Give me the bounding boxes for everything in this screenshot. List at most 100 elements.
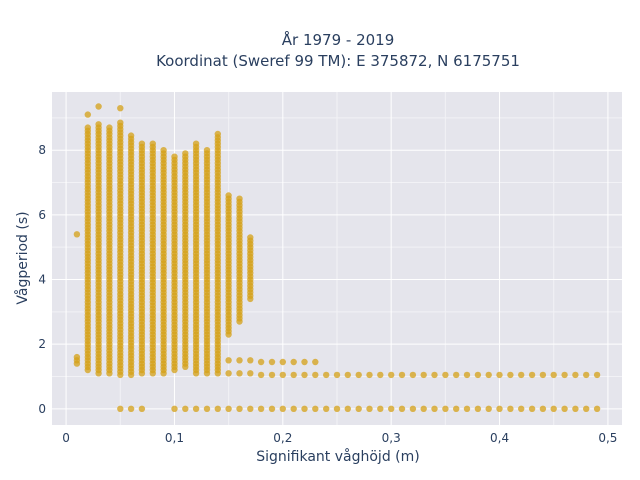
data-point [539,405,547,412]
data-point [117,405,124,412]
data-point [182,405,189,412]
x-axis-title: Signifikant våghöjd (m) [256,448,419,465]
data-point [539,371,547,379]
data-point [225,357,232,364]
data-point [225,370,232,377]
data-point [301,371,308,379]
y-axis-title: Vågperiod (s) [14,211,31,304]
data-point [236,357,243,364]
data-point [453,405,460,412]
y-tick-label: 4 [38,273,46,287]
x-tick-label: 0,3 [382,431,401,445]
data-point [312,405,319,412]
data-point [257,405,265,412]
data-point [268,405,276,412]
x-tick-label: 0,5 [598,431,617,445]
data-point [442,405,449,412]
data-point [528,405,536,412]
data-point [366,371,373,379]
data-point [507,405,514,412]
data-point [583,371,590,379]
data-point [247,234,254,241]
data-point [279,405,286,412]
data-point [149,140,156,147]
data-point [485,405,492,412]
x-tick-label: 0 [62,431,70,445]
y-tick-label: 2 [38,337,46,351]
data-point [572,405,579,412]
data-point [442,371,449,379]
data-point [73,353,81,361]
data-point [95,103,102,110]
data-point [485,371,492,379]
data-point [463,371,471,379]
data-point [192,405,200,412]
data-point [333,405,341,412]
data-point [236,370,243,377]
data-point [496,371,503,379]
data-point [496,405,503,412]
data-point [279,358,286,366]
data-point [474,405,482,412]
data-point [593,371,601,379]
chart-title: År 1979 - 2019 [282,30,395,49]
data-point [593,405,601,412]
chart-subtitle: Koordinat (Sweref 99 TM): E 375872, N 61… [156,52,520,70]
y-tick-label: 6 [38,208,46,222]
x-tick-label: 0,4 [490,431,509,445]
data-point [301,358,308,366]
data-point [84,124,92,131]
data-point [268,371,276,379]
data-point [247,357,254,364]
data-point [247,370,254,377]
data-point [117,105,124,112]
data-point [344,405,351,412]
data-point [127,405,135,412]
data-point [117,119,124,126]
data-point [561,405,568,412]
data-point [203,405,211,412]
data-point [377,371,384,379]
data-point [420,405,427,412]
data-point [192,140,200,147]
data-point [409,371,417,379]
data-point [398,371,406,379]
data-point [257,371,265,379]
data-point [138,405,146,412]
data-point [171,405,178,412]
data-point [279,371,286,379]
data-point [171,153,178,160]
data-point [409,405,417,412]
data-point [377,405,384,412]
data-point [518,371,525,379]
data-point [257,358,265,366]
y-tick-label: 8 [38,143,46,157]
data-point [95,121,102,128]
data-point [550,405,557,412]
data-point [312,358,319,366]
data-point [431,371,438,379]
data-point [420,371,427,379]
data-point [355,371,362,379]
data-point [323,371,330,379]
data-point [463,405,471,412]
data-point [312,371,319,379]
data-point [398,405,406,412]
data-point [236,405,243,412]
data-point [106,124,113,131]
x-tick-label: 0,1 [165,431,184,445]
data-point [333,371,341,379]
y-axis-ticks: 0 2 4 6 8 [38,143,46,416]
data-point [225,192,232,199]
data-point [290,358,297,366]
data-point [301,405,308,412]
data-point [453,371,460,379]
data-point [160,147,167,154]
x-tick-label: 0,2 [273,431,292,445]
data-point [344,371,351,379]
data-point [388,405,395,412]
data-point [225,405,232,412]
data-point [431,405,438,412]
data-point [290,371,297,379]
